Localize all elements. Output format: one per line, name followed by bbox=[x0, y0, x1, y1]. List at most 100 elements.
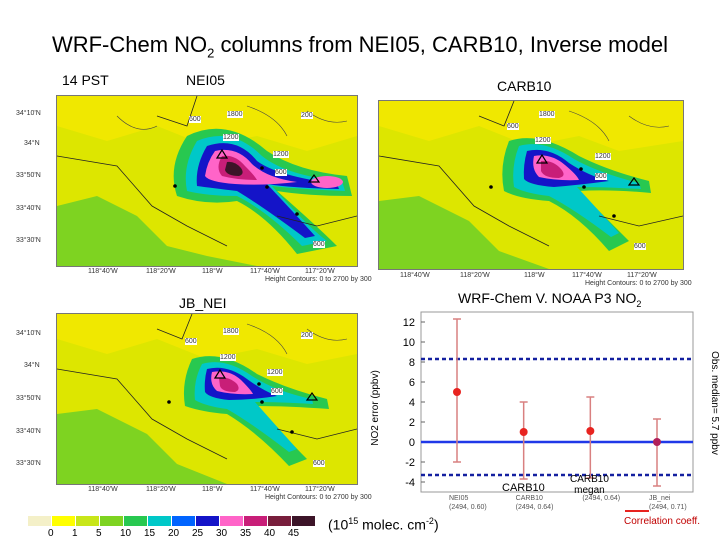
lat-tick: 34°10'N bbox=[16, 110, 41, 117]
lon-tick: 117°20'W bbox=[627, 272, 657, 279]
data-point bbox=[519, 428, 528, 436]
colorbar-tick-label: 0 bbox=[48, 528, 54, 539]
page-title: WRF-Chem NO2 columns from NEI05, CARB10,… bbox=[51, 32, 669, 61]
carb10-megan-annotation: CARB10 megan bbox=[570, 474, 609, 496]
lon-tick: 118°W bbox=[202, 268, 223, 275]
colorbar-swatch bbox=[76, 516, 100, 526]
data-point bbox=[453, 388, 461, 396]
colorbar-swatch bbox=[100, 516, 124, 526]
contour-label: 1800 bbox=[539, 111, 555, 118]
right-axis-label: Obs. median= 5.7 ppbv bbox=[709, 351, 720, 455]
lat-tick: 33°30'N bbox=[16, 237, 41, 244]
x-tick-label: CARB10 bbox=[516, 495, 543, 502]
colorbar-tick-label: 5 bbox=[96, 528, 102, 539]
lat-tick: 33°50'N bbox=[16, 395, 41, 402]
y-tick-label: 2 bbox=[409, 417, 415, 429]
contour-label: 600 bbox=[185, 338, 197, 345]
contour-label: 1200 bbox=[220, 354, 236, 361]
lon-tick: 117°40'W bbox=[250, 486, 280, 493]
contour-label: 600 bbox=[313, 460, 325, 467]
carb10-label: CARB10 bbox=[497, 78, 552, 94]
x-tick-label: (2494, 0.60) bbox=[449, 504, 487, 511]
y-axis-label: NO2 error (ppbv) bbox=[370, 370, 381, 446]
y-tick-label: 8 bbox=[409, 357, 415, 369]
contour-label: 600 bbox=[595, 173, 607, 180]
colorbar-tick-label: 35 bbox=[240, 528, 252, 539]
y-tick-label: 12 bbox=[403, 317, 415, 329]
contour-label: 1800 bbox=[227, 111, 243, 118]
x-tick-label: NEI05 bbox=[449, 495, 469, 502]
colorbar-swatch bbox=[268, 516, 292, 526]
lon-tick: 118°40'W bbox=[400, 272, 430, 279]
colorbar-tick-label: 1 bbox=[72, 528, 78, 539]
contour-label: 600 bbox=[634, 243, 646, 250]
lon-tick: 117°20'W bbox=[305, 486, 335, 493]
colorbar-swatch bbox=[52, 516, 76, 526]
colorbar-ticks: 0 1 5 10 15 20 25 30 35 40 45 bbox=[28, 528, 316, 540]
y-tick-label: -4 bbox=[405, 477, 415, 489]
data-point bbox=[653, 438, 661, 446]
contour-label: 600 bbox=[507, 123, 519, 130]
lon-tick: 118°40'W bbox=[88, 486, 118, 493]
correlation-annotation: Correlation coeff. bbox=[624, 516, 700, 527]
lat-tick: 33°40'N bbox=[16, 205, 41, 212]
jb-nei-label: JB_NEI bbox=[179, 295, 227, 311]
height-note: Height Contours: 0 to 2700 by 300 bbox=[585, 280, 692, 287]
data-point bbox=[586, 427, 595, 435]
contour-label: 600 bbox=[189, 116, 201, 123]
contour-label: 600 bbox=[313, 241, 325, 248]
lon-tick: 117°20'W bbox=[305, 268, 335, 275]
contour-label: 1200 bbox=[535, 137, 551, 144]
colorbar-tick-label: 20 bbox=[168, 528, 180, 539]
x-tick-label: (2494, 0.64) bbox=[582, 495, 620, 502]
colorbar-swatch bbox=[244, 516, 268, 526]
lon-tick: 118°20'W bbox=[146, 486, 176, 493]
x-tick-label: JB_nei bbox=[649, 495, 671, 502]
colorbar-tick-label: 40 bbox=[264, 528, 276, 539]
colorbar-tick-label: 45 bbox=[288, 528, 300, 539]
lat-tick: 34°N bbox=[24, 362, 40, 369]
colorbar-tick-label: 25 bbox=[192, 528, 204, 539]
colorbar-swatch bbox=[124, 516, 148, 526]
lat-tick: 34°N bbox=[24, 140, 40, 147]
colorbar-tick-label: 10 bbox=[120, 528, 132, 539]
y-tick-label: -2 bbox=[405, 457, 415, 469]
nei05-label: NEI05 bbox=[186, 72, 225, 88]
contour-label: 1200 bbox=[595, 153, 611, 160]
colorbar-swatch bbox=[148, 516, 172, 526]
y-tick-label: 4 bbox=[409, 397, 415, 409]
colorbar-swatch bbox=[28, 516, 52, 526]
lon-tick: 118°20'W bbox=[460, 272, 490, 279]
correlation-marker bbox=[625, 510, 649, 512]
lon-tick: 117°40'W bbox=[572, 272, 602, 279]
colorbar-unit: (1015 molec. cm-2) bbox=[328, 516, 439, 533]
lon-tick: 118°40'W bbox=[88, 268, 118, 275]
lon-tick: 118°W bbox=[524, 272, 545, 279]
plot-area bbox=[420, 311, 694, 493]
y-tick-label: 10 bbox=[403, 337, 415, 349]
carb10-annotation: CARB10 bbox=[502, 482, 545, 494]
colorbar-swatch bbox=[292, 516, 316, 526]
lat-tick: 33°50'N bbox=[16, 172, 41, 179]
colorbar bbox=[28, 516, 316, 526]
colorbar-swatch bbox=[172, 516, 196, 526]
contour-label: 1200 bbox=[267, 369, 283, 376]
contour-label: 1200 bbox=[223, 134, 239, 141]
contour-label: 1200 bbox=[273, 151, 289, 158]
height-note: Height Contours: 0 to 2700 by 300 bbox=[265, 276, 372, 283]
error-chart: -4 -2 0 2 4 6 8 10 12 NEI05 (2494, 0.60) CARB10 (249… bbox=[370, 311, 720, 511]
y-tick-label: 0 bbox=[409, 437, 415, 449]
contour-label: 600 bbox=[271, 388, 283, 395]
contour-label: 600 bbox=[275, 169, 287, 176]
contour-label: 1800 bbox=[223, 328, 239, 335]
y-tick-label: 6 bbox=[409, 377, 415, 389]
time-label: 14 PST bbox=[62, 72, 109, 88]
lat-tick: 33°40'N bbox=[16, 428, 41, 435]
carb10-map: 600 1800 1200 1200 600 600 bbox=[378, 100, 684, 270]
jb-nei-map: 600 1800 1200 1200 600 600 200 bbox=[56, 313, 358, 485]
colorbar-swatch bbox=[196, 516, 220, 526]
x-tick-label: (2494, 0.71) bbox=[649, 504, 687, 511]
lon-tick: 118°W bbox=[202, 486, 223, 493]
lat-tick: 34°10'N bbox=[16, 330, 41, 337]
chart-title: WRF-Chem V. NOAA P3 NO2 bbox=[458, 290, 642, 309]
